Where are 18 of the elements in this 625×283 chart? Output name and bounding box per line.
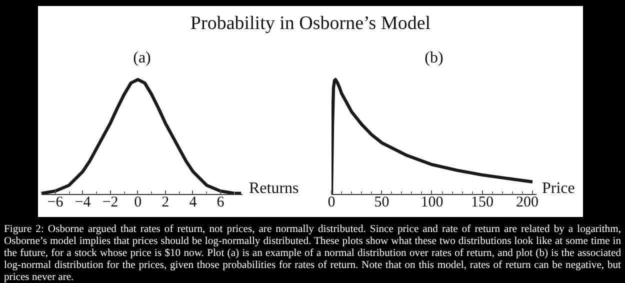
xlabel: Returns bbox=[249, 179, 299, 199]
x-tick-label: −6 bbox=[47, 194, 64, 210]
x-tick-label: 0 bbox=[328, 194, 336, 210]
x-tick-label: 2 bbox=[162, 194, 170, 210]
x-tick-label: 4 bbox=[189, 194, 198, 210]
x-tick-label: 0 bbox=[134, 194, 142, 210]
chart-title: (b) bbox=[424, 50, 444, 66]
x-tick-label: 150 bbox=[470, 194, 494, 210]
x-tick-label: −4 bbox=[74, 194, 92, 210]
x-tick-label: 50 bbox=[374, 194, 390, 210]
x-tick-label: 6 bbox=[216, 194, 225, 210]
xlabel: Price bbox=[542, 179, 575, 199]
caption: Figure 2: Osborne argued that rates of return, not prices, are normally distributed. Since price and rate of return are related by a logarithm, Osborne’s model implies that prices should be log-normally distributed. These plots show what these two distributions look like at some time in the future, for a stock whose price is $10 now. Plot (a) is an example of a normal distribution over rates of return, and plot (b) is the associated log-normal distribution for the prices, given those probabilities for rates of return. Note that on this model, rates of return can be negative, but prices never are. bbox=[4, 224, 621, 283]
chart-title: (a) bbox=[133, 50, 151, 66]
text: Probability in Osborne’s Model bbox=[190, 12, 431, 36]
x-tick-label: 200 bbox=[516, 194, 538, 210]
x-tick-label: −2 bbox=[102, 194, 118, 210]
x-tick-label: 100 bbox=[420, 194, 444, 210]
